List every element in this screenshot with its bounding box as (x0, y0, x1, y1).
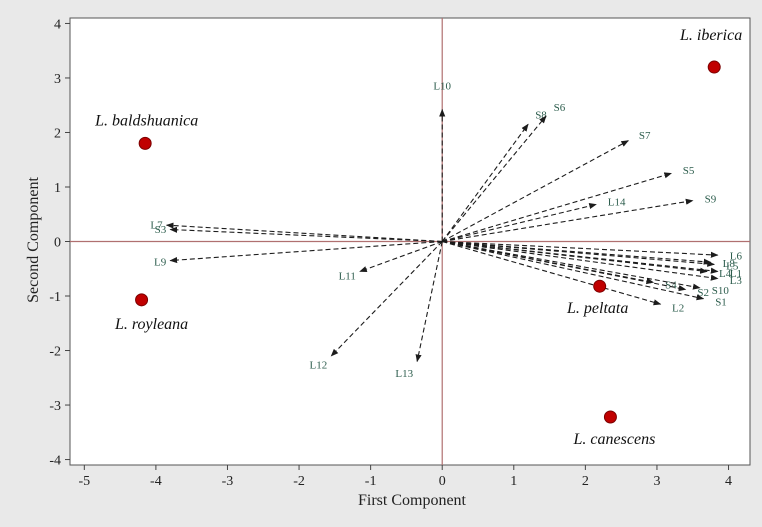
vector-label-l3: L3 (730, 275, 743, 287)
vector-label-s3: S3 (155, 224, 167, 236)
vector-label-l11: L11 (339, 271, 356, 283)
y-tick-label: 1 (54, 181, 61, 196)
vector-label-l2: L2 (672, 303, 684, 315)
x-tick-label: 0 (439, 474, 446, 489)
y-tick-label: -2 (49, 345, 61, 360)
x-tick-label: -1 (365, 474, 377, 489)
vector-label-s1: S1 (715, 296, 727, 308)
y-tick-label: -4 (49, 454, 61, 469)
loading-vector-l9 (169, 240, 443, 264)
y-tick-label: 0 (54, 236, 61, 251)
x-tick-label: -3 (222, 474, 234, 489)
x-tick-label: -4 (150, 474, 162, 489)
vector-label-l14: L14 (608, 197, 626, 209)
vector-label-l4: L4 (719, 268, 732, 280)
loading-vector-l5 (442, 240, 715, 267)
vector-label-s2: S2 (697, 287, 709, 299)
x-tick-label: 4 (725, 474, 732, 489)
loading-vector-s8 (441, 123, 529, 242)
loading-vector-l7 (165, 222, 443, 243)
y-tick-label: -3 (49, 399, 61, 414)
vector-label-l6: L6 (730, 251, 743, 263)
loading-vector-s2 (442, 240, 687, 292)
point-label-l-canescens: L. canescens (573, 431, 656, 448)
point-label-l-iberica: L. iberica (679, 27, 742, 44)
point-l-peltata (593, 279, 607, 293)
x-tick-label: -5 (78, 474, 90, 489)
x-tick-label: -2 (293, 474, 305, 489)
point-l-canescens (603, 410, 617, 424)
vector-label-s5: S5 (683, 165, 695, 177)
loading-vector-s1 (442, 240, 705, 301)
vector-label-l9: L9 (154, 256, 167, 268)
point-l-royleana (135, 293, 149, 307)
vector-label-s6: S6 (554, 102, 566, 114)
x-tick-label: 3 (653, 474, 660, 489)
loading-vector-s9 (442, 198, 694, 243)
vector-label-l10: L10 (433, 81, 451, 93)
vector-label-l8: L8 (723, 258, 736, 270)
vector-label-l1: L1 (730, 268, 742, 280)
loading-vector-l1 (442, 240, 719, 274)
vector-label-l12: L12 (310, 360, 328, 372)
loading-vector-s7 (441, 140, 629, 242)
point-l-baldshuanica (138, 136, 152, 150)
vector-label-s8: S8 (535, 110, 547, 122)
vector-label-l13: L13 (395, 368, 413, 380)
loading-vector-s6 (441, 115, 547, 242)
vector-label-s10: S10 (712, 285, 730, 297)
vector-label-s7: S7 (639, 130, 651, 142)
vector-label-s9: S9 (705, 194, 717, 206)
loading-vector-l14 (442, 203, 597, 243)
point-label-l-peltata: L. peltata (566, 300, 628, 317)
point-label-l-royleana: L. royleana (114, 316, 188, 333)
vector-label-l5: L5 (726, 260, 739, 272)
y-tick-label: -1 (49, 290, 61, 305)
loading-vector-s10 (442, 240, 701, 290)
vector-label-l7: L7 (150, 219, 163, 231)
loading-vector-l3 (442, 240, 719, 281)
y-tick-label: 3 (54, 72, 61, 87)
y-axis-label: Second Component (25, 177, 42, 303)
point-label-l-baldshuanica: L. baldshuanica (94, 112, 198, 129)
point-l-iberica (707, 60, 721, 74)
y-tick-label: 2 (54, 126, 61, 141)
y-tick-label: 4 (54, 17, 61, 32)
loading-vector-l13 (415, 241, 443, 363)
x-tick-label: 1 (510, 474, 517, 489)
loading-vector-l2 (442, 240, 662, 306)
loading-vector-l6 (442, 240, 719, 258)
loading-vector-l11 (359, 240, 443, 273)
loading-vector-l12 (330, 241, 443, 357)
x-tick-label: 2 (582, 474, 589, 489)
loading-vector-s3 (169, 226, 443, 243)
x-axis-label: First Component (358, 492, 467, 509)
